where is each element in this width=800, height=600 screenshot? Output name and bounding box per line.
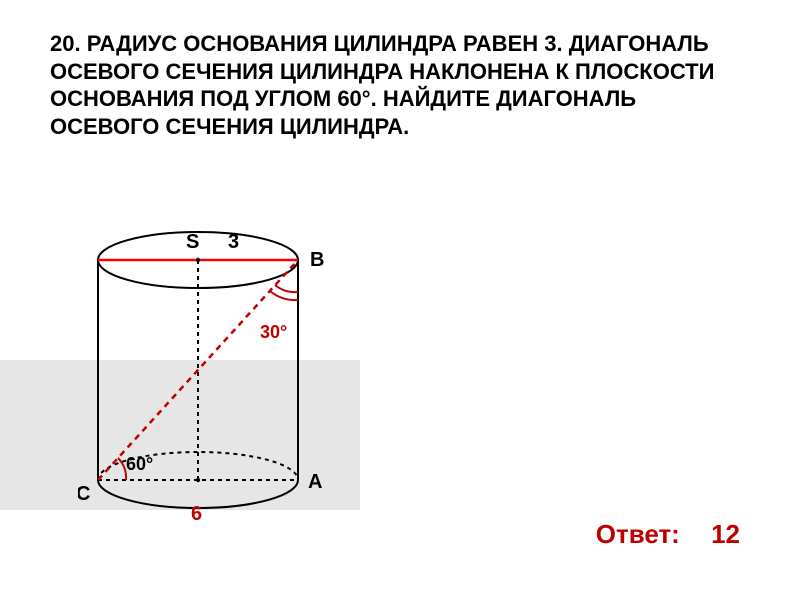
label-base-6: 6 [191, 503, 202, 525]
label-s: S [186, 231, 199, 253]
label-b: B [310, 249, 324, 271]
answer-block: Ответ: 12 [596, 519, 740, 550]
answer-value: 12 [711, 519, 740, 549]
problem-title: 20. РАДИУС ОСНОВАНИЯ ЦИЛИНДРА РАВЕН 3. Д… [50, 30, 750, 140]
label-a: A [308, 471, 322, 493]
angle-30-arc-1 [275, 285, 298, 292]
center-bottom-dot [196, 478, 200, 482]
label-angle-60: 60° [126, 454, 153, 474]
answer-label: Ответ: [596, 519, 680, 549]
center-top-dot [196, 258, 200, 262]
label-radius-3: 3 [228, 231, 239, 253]
cylinder-diagram: S 3 B A C 30° 60° 6 [78, 220, 338, 540]
label-angle-30: 30° [260, 322, 287, 342]
label-c: C [78, 483, 90, 505]
